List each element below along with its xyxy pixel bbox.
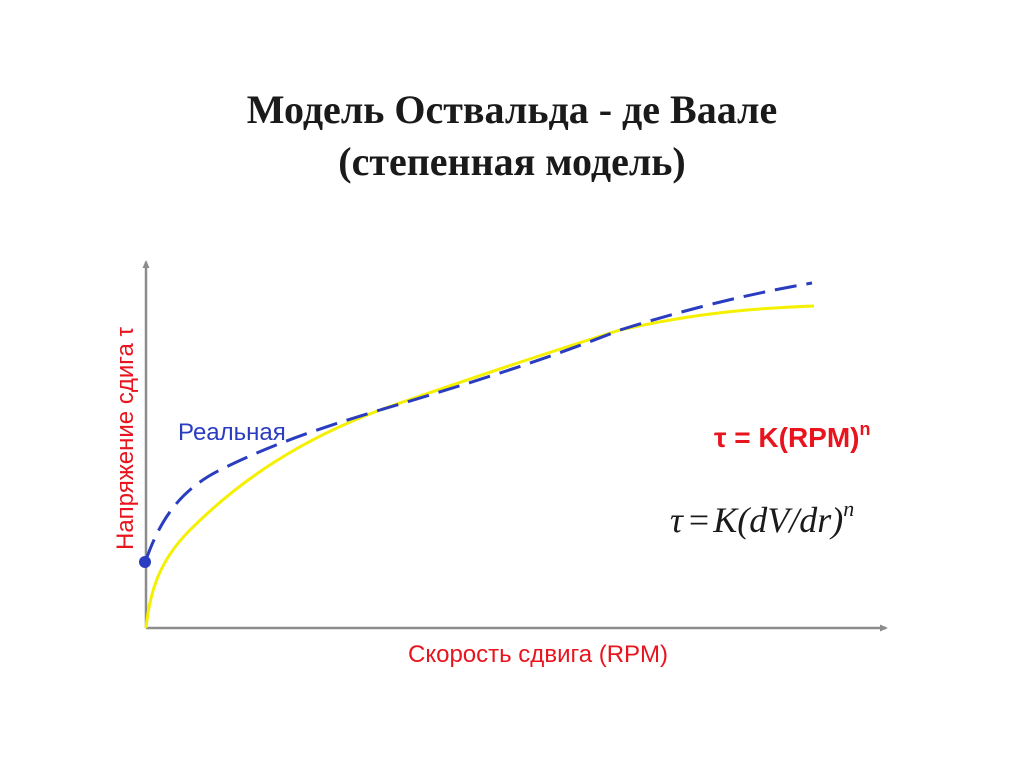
- formula-dvdr-exponent: n: [843, 496, 854, 521]
- formula-dvdr: τ = K(dV/dr)n: [670, 496, 854, 540]
- x-axis-label: Скорость сдвига (RPM): [408, 641, 668, 668]
- formula-dvdr-tau: τ: [670, 500, 684, 540]
- formula-rpm-exponent: n: [860, 419, 871, 439]
- title-line-2: (степенная модель): [338, 139, 686, 184]
- slide-title: Модель Оствальда - де Ваале (степенная м…: [0, 84, 1024, 188]
- title-line-1: Модель Оствальда - де Ваале: [246, 87, 778, 132]
- yield-point-dot: [139, 556, 151, 568]
- real-curve-label: Реальная: [178, 419, 286, 446]
- formula-rpm-main: τ = K(RPM): [714, 422, 860, 453]
- model-curve: [144, 304, 815, 629]
- formula-dvdr-body: K(dV/dr): [712, 500, 843, 540]
- y-axis-label: Напряжение сдига τ: [112, 327, 139, 550]
- formula-dvdr-eq: =: [689, 500, 709, 540]
- real-curve: [144, 281, 813, 561]
- formula-rpm: τ = K(RPM)n: [714, 419, 871, 453]
